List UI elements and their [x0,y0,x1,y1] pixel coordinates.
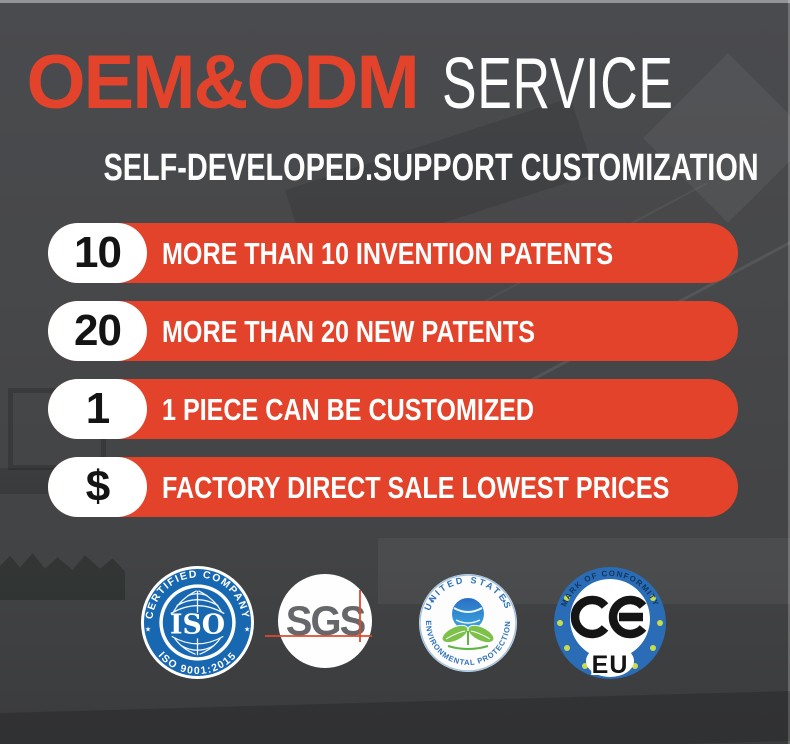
epa-flower-icon [441,597,495,650]
feature-number-badge: 20 [48,301,147,361]
feature-label: MORE THAN 10 INVENTION PATENTS [162,236,614,271]
feature-dollar-badge: $ [48,457,147,517]
feature-number-badge: 10 [48,223,147,283]
feature-list: 10 MORE THAN 10 INVENTION PATENTS 20 MOR… [48,223,738,535]
feature-row-customized: 1 1 PIECE CAN BE CUSTOMIZED [48,379,738,439]
feature-number-badge: 1 [48,379,147,439]
title-primary: OEM&ODM [26,40,419,125]
iso-certification-icon: CERTIFIED COMPANY ISO 9001:2015 ★ ★ ISO [140,565,255,680]
background-ground-shadow [0,690,790,744]
epa-certification-icon: UNITED STATES ENVIRONMENTAL PROTECTION ★… [418,573,518,673]
background-trees [0,553,125,600]
subtitle: SELF-DEVELOPED.SUPPORT CUSTOMIZATION [0,146,790,190]
iso-globe-icon [170,590,225,656]
page-title: OEM&ODM SERVICE [26,45,763,121]
iso-center-text: ISO [170,609,225,640]
feature-row-new-patents: 20 MORE THAN 20 NEW PATENTS [48,301,738,361]
epa-star-right-icon: ★ [501,598,506,605]
feature-row-invention-patents: 10 MORE THAN 10 INVENTION PATENTS [48,223,738,283]
ce-mark-icon [570,595,647,639]
feature-label: 1 PIECE CAN BE CUSTOMIZED [162,392,535,427]
ce-certification-icon: MARK OF CONFORMITY EU [553,566,667,680]
iso-star-left-icon: ★ [145,625,151,633]
ce-eu-text: EU [592,651,629,679]
top-edge-strip [0,0,790,3]
sgs-crosshair-icon [265,590,372,642]
sgs-label: SGS [286,597,365,644]
header: OEM&ODM SERVICE [0,45,790,121]
feature-label: MORE THAN 20 NEW PATENTS [162,314,535,349]
subtitle-text: SELF-DEVELOPED.SUPPORT CUSTOMIZATION [103,147,759,189]
feature-label: FACTORY DIRECT SALE LOWEST PRICES [162,470,670,505]
iso-star-right-icon: ★ [244,625,250,633]
title-secondary: SERVICE [441,44,674,124]
epa-star-left-icon: ★ [429,598,434,605]
sgs-certification-icon: SGS [263,559,387,683]
feature-row-factory-direct: $ FACTORY DIRECT SALE LOWEST PRICES [48,457,738,517]
